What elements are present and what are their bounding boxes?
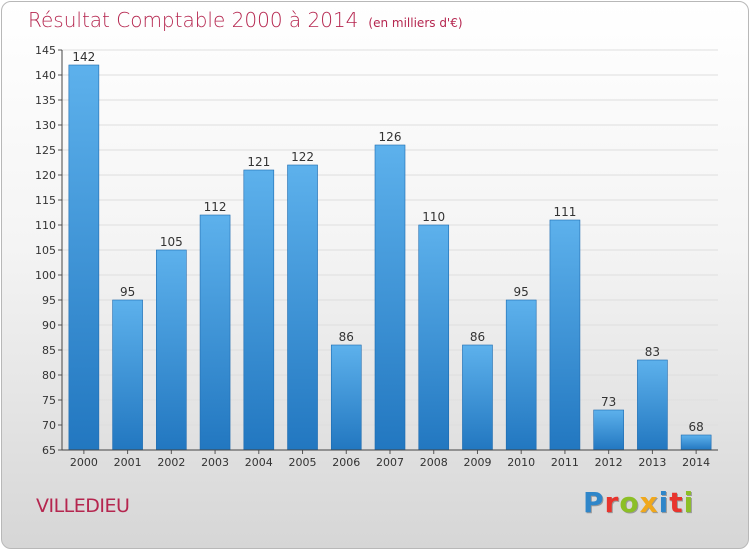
bar-2001: [112, 299, 143, 451]
x-tick-label: 2009: [463, 456, 491, 469]
y-tick-label: 110: [35, 219, 56, 232]
y-tick-label: 135: [35, 94, 56, 107]
y-tick-label: 125: [35, 144, 56, 157]
bar-2003: [199, 214, 231, 451]
x-tick-label: 2010: [507, 456, 535, 469]
y-tick-label: 100: [35, 269, 56, 282]
bar-2011: [549, 219, 581, 451]
bar-2005: [287, 164, 318, 451]
data-label-2005: 122: [291, 150, 314, 164]
data-label-2004: 121: [247, 155, 270, 169]
data-label-2007: 126: [379, 130, 402, 144]
x-tick-label: 2005: [289, 456, 317, 469]
data-label-2003: 112: [204, 200, 227, 214]
x-tick-label: 2011: [551, 456, 579, 469]
y-tick-label: 65: [42, 444, 56, 457]
x-tick-label: 2002: [157, 456, 185, 469]
logo-letter: x: [639, 486, 659, 519]
data-label-2002: 105: [160, 235, 183, 249]
logo-letter: i: [658, 486, 670, 519]
y-tick-label: 145: [35, 44, 56, 57]
y-tick-label: 130: [35, 119, 56, 132]
x-tick-label: 2008: [420, 456, 448, 469]
bar-2013: [637, 359, 668, 451]
x-tick-label: 2006: [332, 456, 360, 469]
commune-name: VILLEDIEU: [36, 495, 130, 517]
data-labels: 142 95 105 112 121 122 86 126 110 86 95 111 73 83 68: [72, 50, 703, 434]
axes: 65 70 75 80 85 90 95 100 105 110 115 120 125 130 135 14…: [35, 44, 718, 469]
y-tick-label: 80: [42, 369, 56, 382]
x-tick-label: 2012: [595, 456, 623, 469]
x-tick-label: 2013: [638, 456, 666, 469]
data-label-2013: 83: [645, 345, 660, 359]
y-tick-label: 120: [35, 169, 56, 182]
data-label-2001: 95: [120, 285, 135, 299]
y-tick-label: 115: [35, 194, 56, 207]
y-tick-label: 75: [42, 394, 56, 407]
data-label-2012: 73: [601, 395, 616, 409]
bars: [68, 64, 712, 451]
bar-2008: [418, 224, 450, 451]
bar-2014: [680, 434, 712, 451]
data-label-2009: 86: [470, 330, 485, 344]
x-tick-label: 2000: [70, 456, 98, 469]
chart-title-unit: (en milliers d'€): [368, 16, 463, 30]
logo-letter: o: [619, 486, 640, 519]
data-label-2014: 68: [688, 420, 703, 434]
data-label-2000: 142: [72, 50, 95, 64]
logo-letter: t: [669, 486, 684, 519]
proxiti-logo: Proxiti: [583, 486, 694, 519]
x-tick-label: 2014: [682, 456, 710, 469]
y-tick-label: 70: [42, 419, 56, 432]
logo-letter: P: [583, 486, 605, 519]
bar-2012: [593, 409, 624, 451]
bar-2004: [243, 169, 275, 451]
y-tick-label: 85: [42, 344, 56, 357]
chart-title: Résultat Comptable 2000 à 2014 (en millie…: [28, 8, 463, 32]
x-tick-label: 2007: [376, 456, 404, 469]
bar-2002: [156, 249, 187, 451]
bar-2007: [374, 144, 406, 451]
y-tick-label: 140: [35, 69, 56, 82]
logo-letter: r: [604, 486, 620, 519]
bar-2000: [68, 64, 100, 451]
x-tick-label: 2001: [114, 456, 142, 469]
y-tick-label: 90: [42, 319, 56, 332]
y-tick-label: 95: [42, 294, 56, 307]
bar-2009: [462, 344, 493, 451]
chart-title-main: Résultat Comptable 2000 à 2014: [28, 8, 359, 32]
x-tick-label: 2004: [245, 456, 273, 469]
data-label-2008: 110: [422, 210, 445, 224]
data-label-2011: 111: [553, 205, 576, 219]
y-tick-label: 105: [35, 244, 56, 257]
data-label-2010: 95: [514, 285, 529, 299]
logo-letter: i: [683, 486, 695, 519]
bar-2006: [330, 344, 362, 451]
x-tick-label: 2003: [201, 456, 229, 469]
bar-2010: [505, 299, 537, 451]
data-label-2006: 86: [339, 330, 354, 344]
